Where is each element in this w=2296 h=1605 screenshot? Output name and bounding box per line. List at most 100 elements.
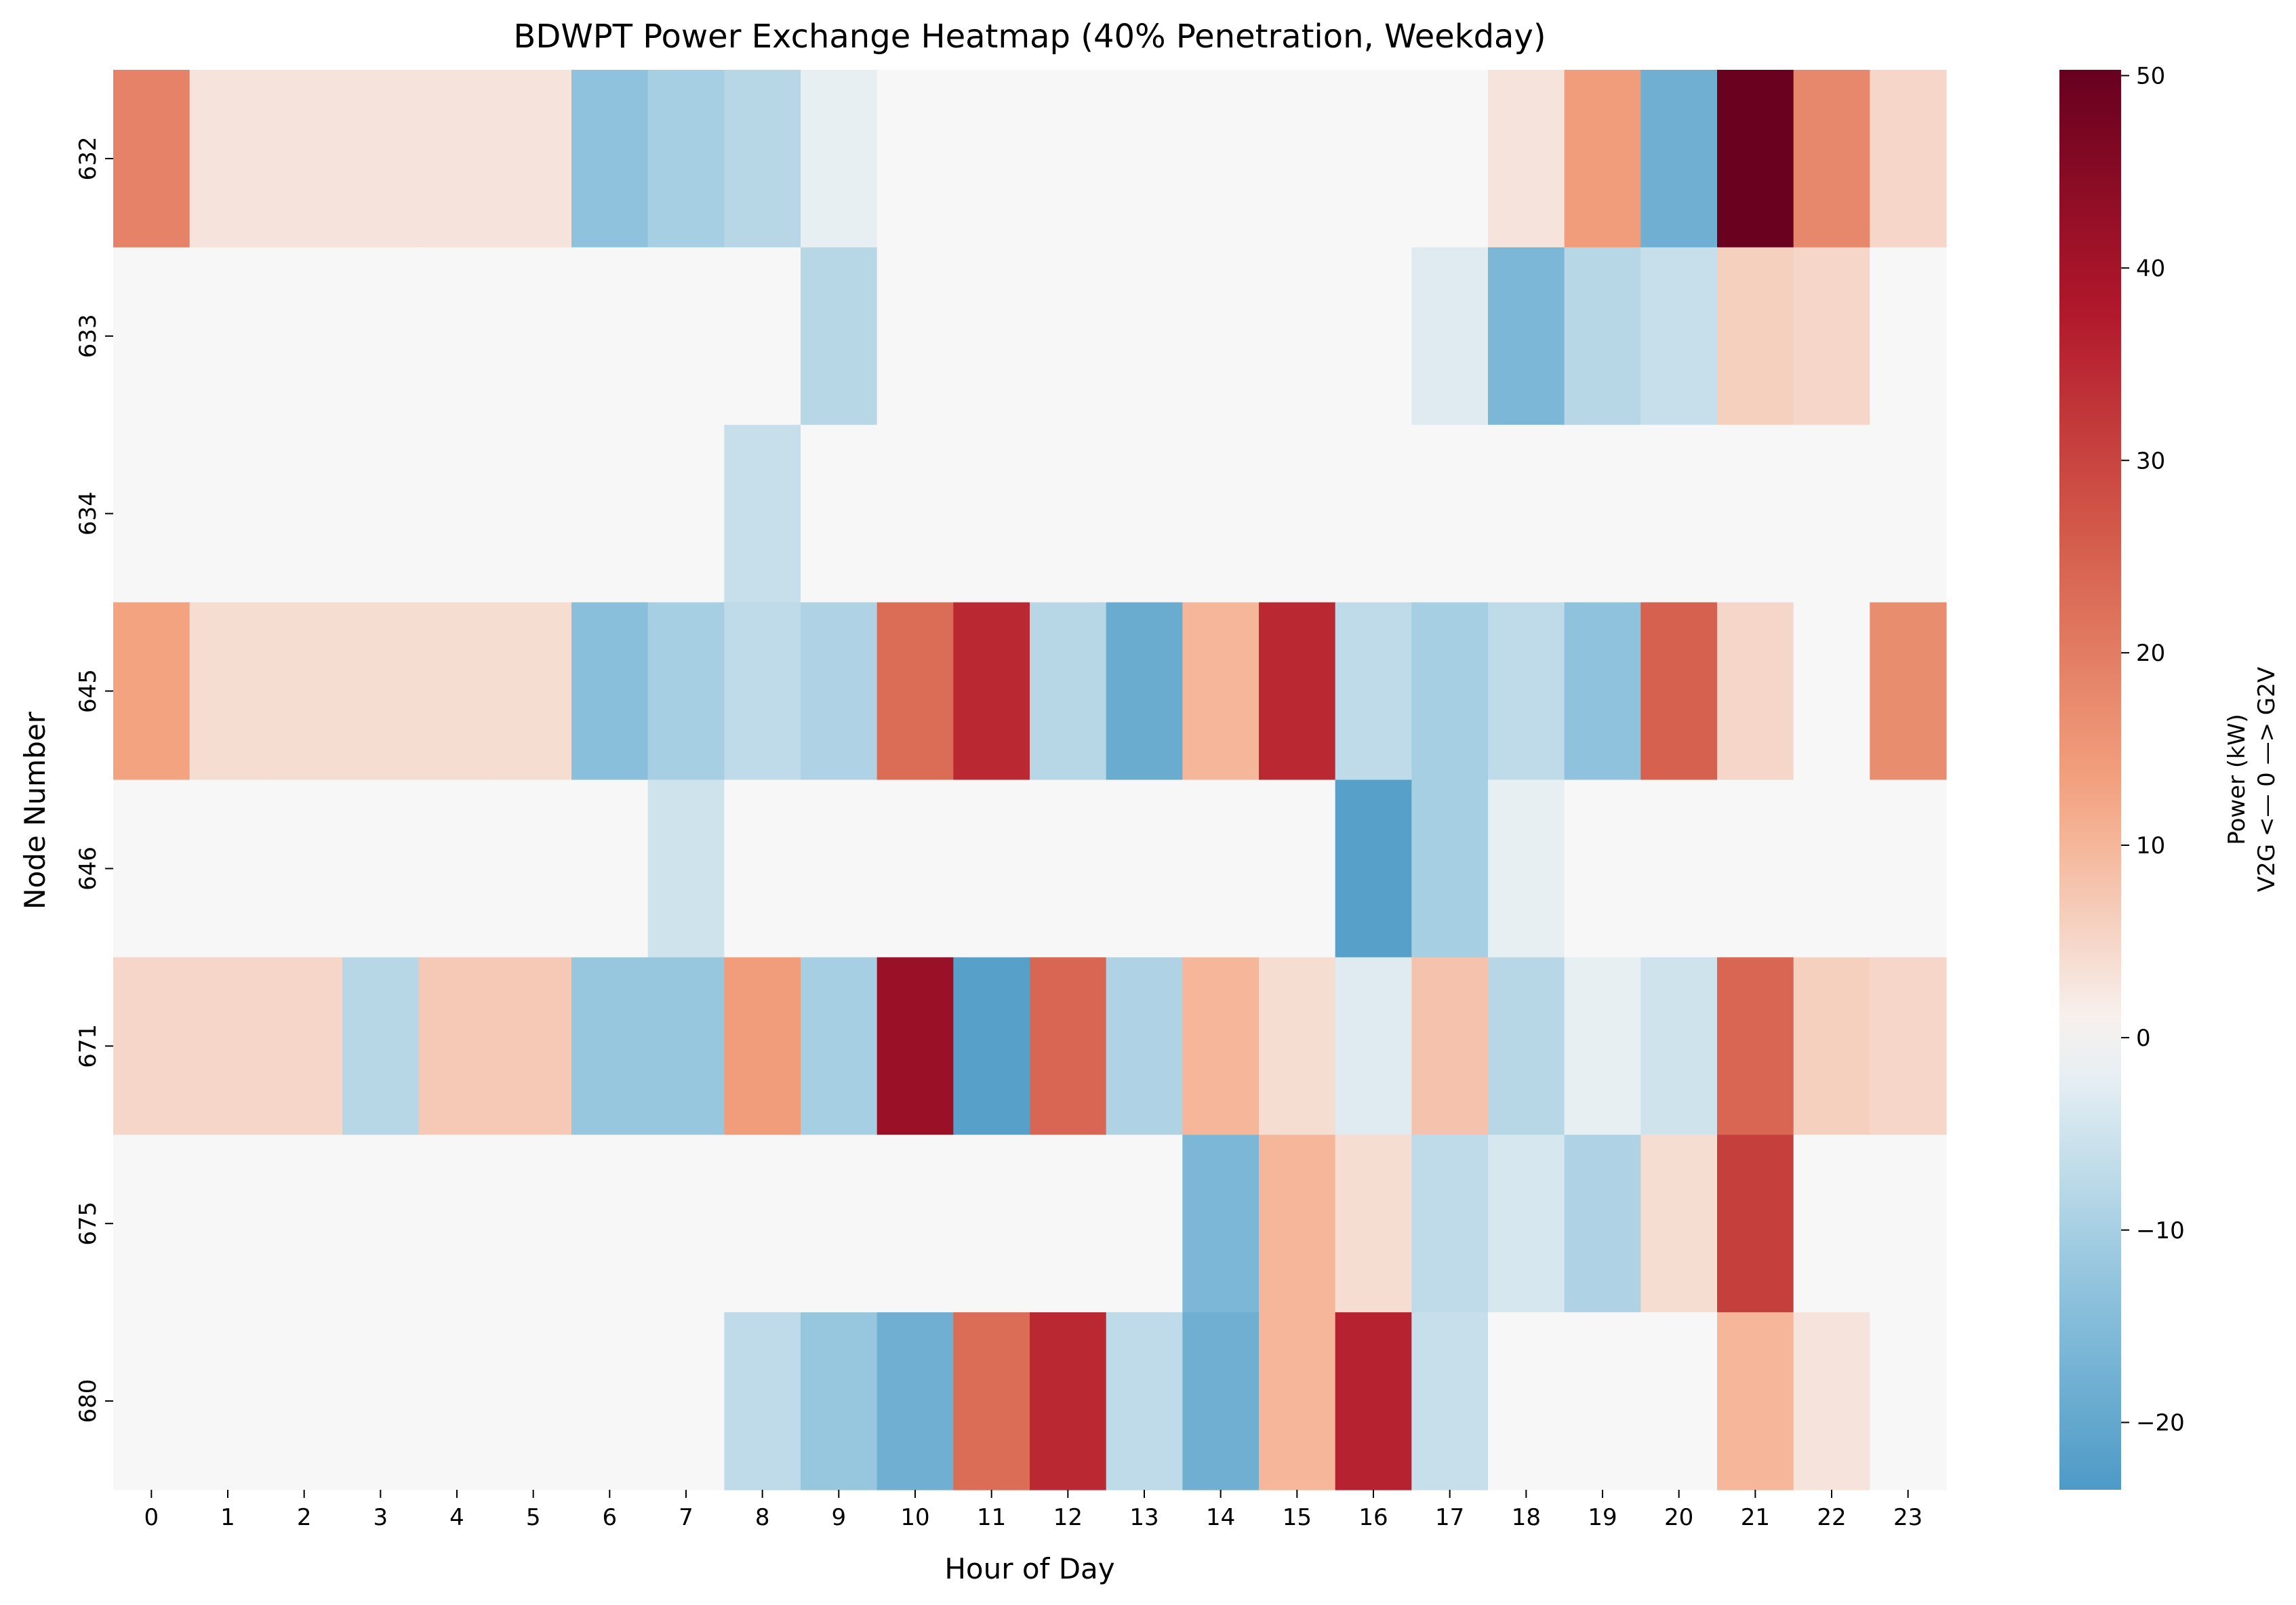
heatmap-cell (1793, 957, 1870, 1135)
heatmap-cell (189, 424, 266, 603)
heatmap-cell (724, 957, 801, 1135)
heatmap-cell (1488, 779, 1565, 958)
heatmap-cell (266, 247, 343, 426)
heatmap-cell (342, 602, 420, 781)
x-tick-label: 16 (1358, 1504, 1388, 1531)
heatmap-cell (495, 602, 572, 781)
heatmap-cell (342, 424, 420, 603)
heatmap-cell (877, 247, 954, 426)
x-tick-label: 23 (1893, 1504, 1922, 1531)
heatmap-cell (877, 1312, 954, 1490)
x-tick-label: 19 (1588, 1504, 1617, 1531)
heatmap-cell (342, 70, 420, 248)
heatmap-cell (1793, 602, 1870, 781)
heatmap-cell (1717, 957, 1794, 1135)
heatmap-cell (1030, 70, 1107, 248)
heatmap-cell (1488, 1135, 1565, 1313)
heatmap-cell (113, 247, 190, 426)
heatmap-cell (1564, 1312, 1641, 1490)
heatmap-cell (1870, 247, 1947, 426)
heatmap-cell (113, 1312, 190, 1490)
heatmap-cell (495, 424, 572, 603)
heatmap-cell (1335, 1312, 1412, 1490)
x-tick-label: 7 (679, 1504, 693, 1531)
x-tick-label: 3 (374, 1504, 388, 1531)
heatmap-cell (647, 1312, 725, 1490)
x-axis-label: Hour of Day (944, 1552, 1114, 1585)
heatmap-cell (1182, 1135, 1260, 1313)
heatmap-cell (877, 779, 954, 958)
heatmap-cell (1030, 957, 1107, 1135)
heatmap-cell (647, 779, 725, 958)
heatmap-cell (953, 1312, 1030, 1490)
heatmap-cell (113, 779, 190, 958)
heatmap-cell (724, 779, 801, 958)
heatmap-cell (1640, 70, 1718, 248)
heatmap-cell (1870, 779, 1947, 958)
x-tick-label: 13 (1129, 1504, 1159, 1531)
heatmap-cell (342, 779, 420, 958)
heatmap-cell (113, 1135, 190, 1313)
heatmap-cell (495, 779, 572, 958)
heatmap-cell (801, 424, 878, 603)
heatmap-cell (801, 779, 878, 958)
heatmap-cell (495, 247, 572, 426)
heatmap-cell (1259, 957, 1336, 1135)
heatmap-cell (1411, 1135, 1489, 1313)
heatmap-cell (1488, 70, 1565, 248)
heatmap-cell (1335, 779, 1412, 958)
heatmap-cell (1870, 602, 1947, 781)
x-tick-label: 14 (1206, 1504, 1235, 1531)
heatmap-cell (1793, 1135, 1870, 1313)
x-tick-label: 17 (1435, 1504, 1464, 1531)
heatmap-cell (266, 602, 343, 781)
x-tick-label: 9 (832, 1504, 847, 1531)
heatmap-cell (1564, 1135, 1641, 1313)
heatmap-cell (877, 1135, 954, 1313)
x-tick-label: 21 (1741, 1504, 1770, 1531)
colorbar-gradient (2059, 70, 2121, 1490)
heatmap-cell (1259, 602, 1336, 781)
heatmap-cell (1335, 247, 1412, 426)
heatmap-cell (1106, 779, 1183, 958)
heatmap-cell (953, 779, 1030, 958)
heatmap-cell (801, 602, 878, 781)
heatmap-cell (1640, 1135, 1718, 1313)
heatmap-cell (1564, 424, 1641, 603)
colorbar-tick-label: 20 (2136, 640, 2165, 667)
heatmap-cell (1488, 247, 1565, 426)
heatmap-cell (1793, 779, 1870, 958)
heatmap-cell (1870, 1312, 1947, 1490)
x-tick-label: 20 (1664, 1504, 1693, 1531)
heatmap-cell (1106, 602, 1183, 781)
heatmap-cell (571, 957, 649, 1135)
x-tick-label: 0 (144, 1504, 159, 1531)
heatmap-cell (877, 424, 954, 603)
heatmap-cell (342, 247, 420, 426)
heatmap-cell (418, 1312, 496, 1490)
heatmap-cell (1640, 957, 1718, 1135)
heatmap-cell (724, 70, 801, 248)
heatmap-cell (418, 957, 496, 1135)
heatmap-cell (801, 247, 878, 426)
heatmap-cell (1488, 424, 1565, 603)
heatmap-cell (647, 424, 725, 603)
heatmap-cell (113, 957, 190, 1135)
heatmap-cell (113, 602, 190, 781)
heatmap-cell (1182, 70, 1260, 248)
heatmap-cell (1640, 1312, 1718, 1490)
colorbar-label-line1: Power (kW) (2223, 714, 2251, 845)
heatmap-cell (953, 247, 1030, 426)
y-axis-label: Node Number (18, 711, 52, 909)
heatmap-cell (1411, 957, 1489, 1135)
heatmap-cell (1106, 424, 1183, 603)
heatmap-cell (1030, 1312, 1107, 1490)
heatmap-cell (266, 1312, 343, 1490)
heatmap-cell (342, 957, 420, 1135)
heatmap-cell (1488, 957, 1565, 1135)
heatmap-cell (189, 70, 266, 248)
heatmap-cell (1793, 247, 1870, 426)
heatmap-cell (113, 70, 190, 248)
